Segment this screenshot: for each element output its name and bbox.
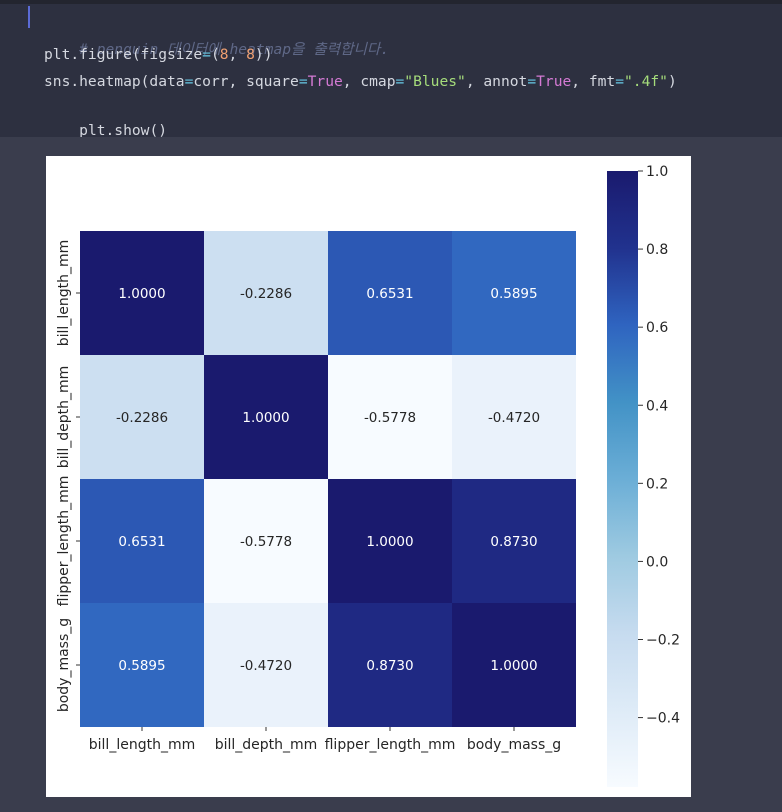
code-token: sns.heatmap(data [44, 73, 185, 90]
heatmap-cell [204, 479, 328, 603]
heatmap-cell [204, 231, 328, 355]
code-operator: = [527, 73, 537, 90]
code-operator: = [184, 73, 194, 90]
heatmap-cell-annotation: -0.2286 [240, 286, 292, 302]
x-tick-label: bill_depth_mm [215, 737, 318, 753]
heatmap-cell-annotation: 0.6531 [118, 534, 165, 550]
colorbar-gradient [607, 171, 638, 787]
code-string: "Blues" [404, 73, 466, 90]
heatmap-cell-annotation: -0.5778 [364, 410, 416, 426]
heatmap-cell [328, 479, 452, 603]
heatmap-cell-annotation: -0.4720 [240, 658, 292, 674]
heatmap-chart: 1.0000 -0.2286 0.6531 0.5895 -0.2286 1.0000 -0… [56, 164, 680, 787]
code-keyword: True [307, 73, 343, 90]
code-string: ".4f" [624, 73, 668, 90]
code-comment: # penguin 데이터에 heatmap을 출력합니다. [79, 41, 390, 58]
code-token: corr, square [193, 73, 299, 90]
cell-top-border [0, 0, 782, 4]
y-tick-label: flipper_length_mm [56, 476, 72, 607]
colorbar-tick-label: 1.0 [646, 164, 668, 180]
heatmap-cell [204, 355, 328, 479]
heatmap-cell-annotation: 0.5895 [490, 286, 537, 302]
heatmap-cell-annotation: 0.5895 [118, 658, 165, 674]
heatmap-cell-annotation: -0.2286 [116, 410, 168, 426]
heatmap-cell-annotation: 1.0000 [490, 658, 537, 674]
x-tick-label: flipper_length_mm [325, 737, 456, 753]
y-tick-label: bill_length_mm [56, 240, 72, 346]
heatmap-cell [80, 603, 204, 727]
heatmap-cell [452, 479, 576, 603]
code-token: , fmt [571, 73, 616, 90]
code-token: )) [254, 46, 273, 63]
code-cell[interactable]: # penguin 데이터에 heatmap을 출력합니다. plt.figur… [0, 0, 782, 139]
colorbar-tick-label: 0.4 [646, 398, 668, 414]
code-token: ) [667, 73, 677, 90]
colorbar-tick-label: 0.0 [646, 554, 668, 570]
code-token: ( [210, 46, 220, 63]
code-line-heatmap: sns.heatmap(data=corr, square=True, cmap… [44, 71, 677, 93]
heatmap-cell [80, 355, 204, 479]
colorbar-tick-label: 0.6 [646, 320, 668, 336]
code-token: plt.show() [79, 122, 168, 139]
heatmap-cell [80, 231, 204, 355]
heatmap-cell [328, 603, 452, 727]
code-keyword: True [536, 73, 572, 90]
code-number: 8 [219, 46, 229, 63]
colorbar-tick-label: 0.2 [646, 476, 668, 492]
heatmap-cell-annotation: 1.0000 [242, 410, 289, 426]
colorbar-tick-label: −0.2 [646, 633, 680, 649]
heatmap-cell [452, 603, 576, 727]
code-token: , [228, 46, 247, 63]
code-number: 8 [246, 46, 255, 63]
code-token: , cmap [342, 73, 396, 90]
heatmap-cell-annotation: 0.8730 [366, 658, 413, 674]
active-cell-indicator [28, 6, 30, 28]
heatmap-cell-annotation: 1.0000 [366, 534, 413, 550]
heatmap-cell [204, 603, 328, 727]
heatmap-cell-annotation: -0.5778 [240, 534, 292, 550]
code-operator: = [395, 73, 405, 90]
heatmap-cell-annotation: 0.8730 [490, 534, 537, 550]
code-token: plt.figure(figsize [44, 46, 203, 63]
code-operator: = [298, 73, 308, 90]
code-operator: = [615, 73, 625, 90]
x-tick-label: body_mass_g [467, 737, 561, 753]
code-line-figure: plt.figure(figsize=(8, 8)) [44, 44, 273, 66]
heatmap-cell [328, 355, 452, 479]
x-tick-label: bill_length_mm [89, 737, 195, 753]
code-line-show: plt.show() [44, 98, 167, 139]
heatmap-cell [452, 231, 576, 355]
heatmap-cell [80, 479, 204, 603]
code-operator: = [202, 46, 211, 63]
code-token: , annot [465, 73, 528, 90]
colorbar-tick-label: 0.8 [646, 242, 668, 258]
colorbar-tick-label: −0.4 [646, 711, 680, 727]
heatmap-figure: 1.0000 -0.2286 0.6531 0.5895 -0.2286 1.0000 -0… [46, 156, 691, 797]
y-tick-label: bill_depth_mm [56, 366, 72, 469]
heatmap-cell [328, 231, 452, 355]
heatmap-cell-annotation: -0.4720 [488, 410, 540, 426]
heatmap-cell-annotation: 1.0000 [118, 286, 165, 302]
code-line-comment: # penguin 데이터에 heatmap을 출력합니다. [44, 17, 389, 58]
y-tick-label: body_mass_g [56, 618, 72, 712]
heatmap-cell-annotation: 0.6531 [366, 286, 413, 302]
heatmap-cell [452, 355, 576, 479]
